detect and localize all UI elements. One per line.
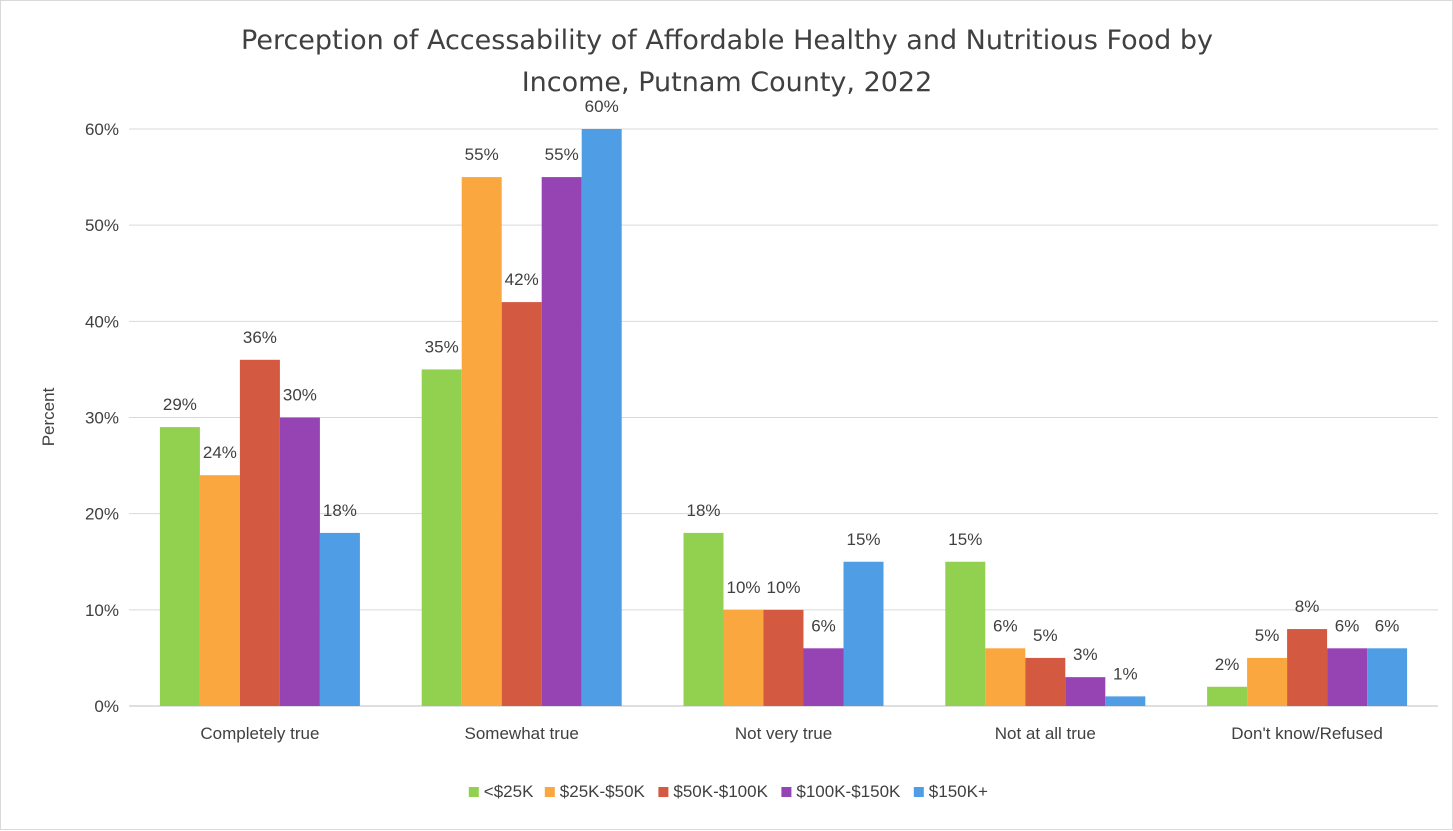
chart-title-line-1: Perception of Accessability of Affordabl… [241,25,1213,56]
data-label: 5% [1033,626,1058,645]
data-label: 55% [545,145,579,164]
legend-swatch-3 [658,787,669,797]
y-tick-label: 20% [85,505,119,524]
x-tick-label: Don't know/Refused [1231,724,1383,743]
legend-label: $100K-$150K [796,782,901,801]
bar-1-4 [279,417,320,706]
bar-1-2 [199,475,240,706]
x-tick-label: Not at all true [995,724,1096,743]
bar-4-5 [1105,696,1146,706]
data-label: 5% [1255,626,1280,645]
data-label: 30% [283,386,317,405]
bar-2-4 [541,177,582,707]
bar-3-4 [803,648,844,706]
data-label: 10% [726,578,760,597]
data-label: 24% [203,443,237,462]
bar-5-1 [1207,686,1248,706]
data-label: 2% [1215,655,1240,674]
bar-3-1 [683,532,724,706]
data-label: 15% [846,530,880,549]
y-axis-title: Percent [39,387,58,446]
data-label: 10% [766,578,800,597]
bar-3-3 [763,609,804,706]
bar-5-4 [1327,648,1368,706]
data-label: 36% [243,328,277,347]
legend-swatch-5 [913,787,924,797]
data-label: 29% [163,395,197,414]
y-tick-label: 10% [85,601,119,620]
x-tick-label: Completely true [200,724,319,743]
legend-swatch-2 [544,787,555,797]
bar-2-2 [461,177,502,707]
legend-swatch-1 [468,787,479,797]
y-tick-label: 30% [85,409,119,428]
x-tick-label: Not very true [735,724,832,743]
y-tick-label: 60% [85,120,119,139]
data-label: 6% [1375,616,1400,635]
bar-3-2 [723,609,764,706]
legend-label: $50K-$100K [673,782,768,801]
data-label: 6% [811,616,836,635]
bar-1-3 [239,359,280,706]
bar-1-5 [319,532,360,706]
bar-2-1 [421,369,462,706]
y-tick-label: 50% [85,216,119,235]
x-tick-label: Somewhat true [465,724,579,743]
data-label: 60% [585,97,619,116]
data-label: 15% [948,530,982,549]
data-label: 18% [686,501,720,520]
data-label: 1% [1113,664,1138,683]
data-label: 3% [1073,645,1098,664]
bar-5-5 [1367,648,1408,706]
legend-label: $150K+ [929,782,988,801]
y-tick-label: 0% [94,697,119,716]
data-label: 6% [1335,616,1360,635]
data-label: 6% [993,616,1018,635]
bar-5-2 [1247,657,1288,706]
data-label: 18% [323,501,357,520]
data-label: 55% [465,145,499,164]
bar-4-3 [1025,657,1066,706]
legend-swatch-4 [781,787,792,797]
bar-2-3 [501,302,542,706]
data-label: 35% [425,337,459,356]
bar-4-4 [1065,677,1106,706]
bar-5-3 [1287,629,1328,706]
bar-2-5 [581,129,622,706]
data-label: 42% [505,270,539,289]
y-tick-label: 40% [85,312,119,331]
data-label: 8% [1295,597,1320,616]
chart-title-line-2: Income, Putnam County, 2022 [522,67,933,98]
legend-label: <$25K [484,782,534,801]
bar-1-1 [159,427,200,706]
bar-3-5 [843,561,884,706]
legend-label: $25K-$50K [560,782,646,801]
bar-4-1 [945,561,986,706]
bar-4-2 [985,648,1026,706]
